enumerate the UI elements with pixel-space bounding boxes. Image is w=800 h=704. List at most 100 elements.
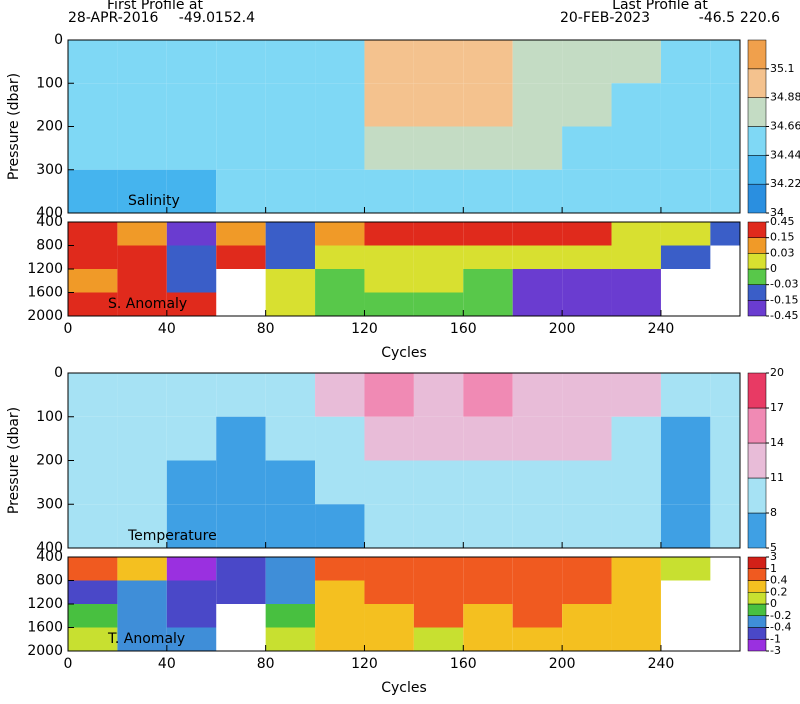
heat-cell: [660, 504, 711, 548]
heat-cell: [315, 604, 365, 628]
heat-cell: [463, 627, 513, 651]
heat-cell: [611, 627, 661, 651]
y-tick-label: 200: [36, 453, 63, 469]
heat-cell: [166, 169, 217, 213]
colorbar-label: 34: [770, 206, 784, 219]
heat-cell: [413, 292, 464, 316]
heat-cell: [68, 460, 118, 505]
heat-cell: [463, 126, 513, 170]
y-tick-label: 800: [36, 238, 63, 254]
heat-cell: [710, 126, 740, 170]
heat-cell: [562, 40, 612, 84]
heat-cell: [562, 169, 612, 213]
heat-cell: [315, 557, 365, 581]
y-tick-label: 100: [36, 75, 63, 91]
heat-cell: [166, 292, 217, 316]
heat-cell: [611, 245, 661, 269]
x-tick-label: 160: [450, 656, 477, 672]
heat-cell: [660, 83, 711, 127]
heat-cell: [611, 40, 661, 84]
heat-cell: [68, 416, 118, 461]
heat-cell: [265, 292, 316, 316]
heat-cell: [512, 269, 563, 293]
heat-cell: [68, 292, 118, 316]
heat-cell: [117, 373, 167, 417]
heat-cell: [364, 169, 414, 213]
heat-cell: [562, 580, 612, 604]
colorbar-swatch: [747, 183, 767, 214]
heat-cell: [512, 169, 563, 213]
x-tick-label: 0: [64, 321, 73, 337]
heat-cell: [413, 269, 464, 293]
colorbar-swatch: [747, 97, 767, 127]
heat-cell: [660, 169, 711, 213]
heat-cell: [265, 40, 316, 84]
x-tick-label: 80: [257, 321, 275, 337]
heat-cell: [166, 245, 217, 269]
heat-cell: [562, 557, 612, 581]
header-lat: -46.5: [699, 10, 735, 26]
heat-cell: [364, 416, 414, 461]
heat-cell: [315, 504, 365, 548]
heat-cell: [216, 40, 266, 84]
heat-cell: [611, 83, 661, 127]
colorbar-label: -3: [770, 644, 781, 657]
header-lon: 152.4: [215, 10, 255, 26]
heat-cell: [265, 269, 316, 293]
heat-cell: [216, 83, 266, 127]
heat-cell: [710, 373, 740, 417]
heat-cell: [117, 40, 167, 84]
heat-cell: [265, 557, 316, 581]
colorbar-swatch: [747, 68, 767, 98]
heat-cell: [512, 504, 563, 548]
heat-cell: [68, 604, 118, 628]
heat-cell: [562, 126, 612, 170]
heat-cell: [265, 245, 316, 269]
heat-cell: [413, 83, 464, 127]
y-tick-label: 1200: [27, 261, 63, 277]
header-label: Last Profile at: [612, 0, 708, 13]
heat-cell: [512, 292, 563, 316]
heat-cell: [463, 604, 513, 628]
header-lon: 220.6: [740, 10, 780, 26]
colorbar-label: 5: [770, 541, 777, 554]
colorbar-label: 11: [770, 471, 784, 484]
heat-cell: [364, 292, 414, 316]
heat-cell: [463, 580, 513, 604]
colorbar-label: 0.45: [770, 215, 795, 228]
y-axis-label: Pressure (dbar): [6, 407, 22, 514]
colorbar-label: -0.2: [770, 609, 791, 622]
heat-cell: [660, 222, 711, 246]
heat-cell: [512, 83, 563, 127]
heat-cell: [413, 460, 464, 505]
heat-cell: [562, 222, 612, 246]
heat-cell: [611, 126, 661, 170]
y-tick-label: 300: [36, 162, 63, 178]
colorbar-swatch: [747, 639, 767, 652]
heat-cell: [216, 580, 266, 604]
heat-cell: [68, 126, 118, 170]
heat-cell: [710, 83, 740, 127]
y-tick-label: 0: [54, 32, 63, 48]
colorbar-label: 34.88: [770, 91, 800, 104]
heat-cell: [265, 580, 316, 604]
heat-cell: [562, 292, 612, 316]
heat-cell: [660, 460, 711, 505]
colorbar-label: -0.03: [770, 278, 798, 291]
heat-cell: [166, 222, 217, 246]
heat-cell: [611, 222, 661, 246]
heat-cell: [463, 222, 513, 246]
heat-cell: [463, 504, 513, 548]
colorbar-swatch: [747, 603, 767, 616]
header-label: First Profile at: [107, 0, 203, 13]
heat-cell: [710, 460, 740, 505]
heat-cell: [512, 416, 563, 461]
heat-cell: [166, 604, 217, 628]
heat-cell: [364, 222, 414, 246]
heat-cell: [562, 627, 612, 651]
heat-cell: [216, 504, 266, 548]
heat-cell: [166, 269, 217, 293]
heat-cell: [68, 40, 118, 84]
colorbar-swatch: [747, 568, 767, 581]
heat-cell: [265, 604, 316, 628]
